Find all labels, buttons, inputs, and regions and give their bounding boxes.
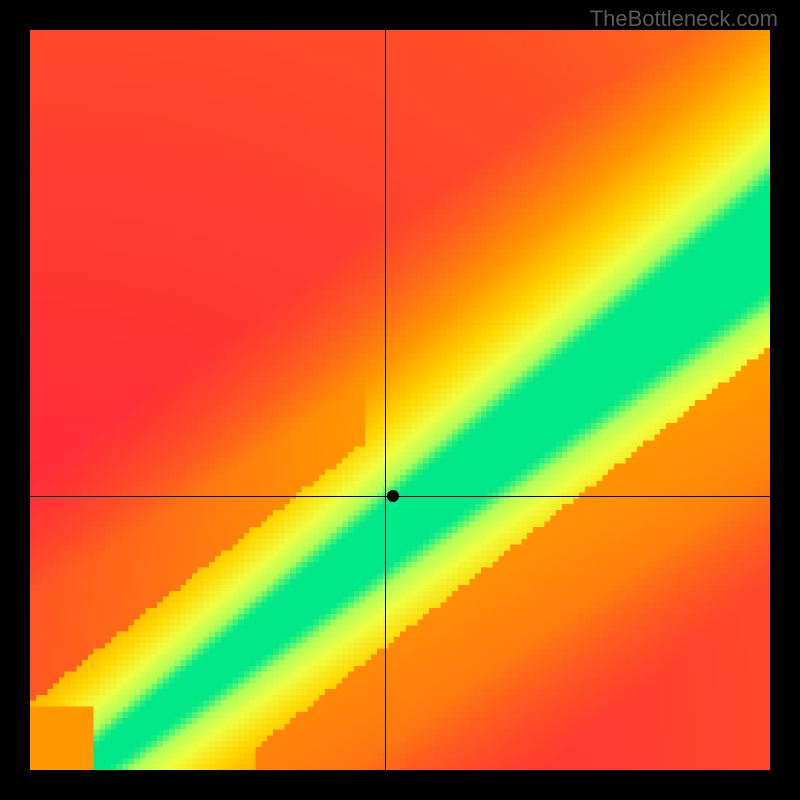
chart-container: TheBottleneck.com	[0, 0, 800, 800]
crosshair-marker	[387, 490, 399, 502]
crosshair-horizontal	[30, 496, 770, 497]
watermark-text: TheBottleneck.com	[590, 6, 778, 32]
heatmap-canvas	[30, 30, 770, 770]
plot-area	[30, 30, 770, 770]
crosshair-vertical	[385, 30, 386, 770]
